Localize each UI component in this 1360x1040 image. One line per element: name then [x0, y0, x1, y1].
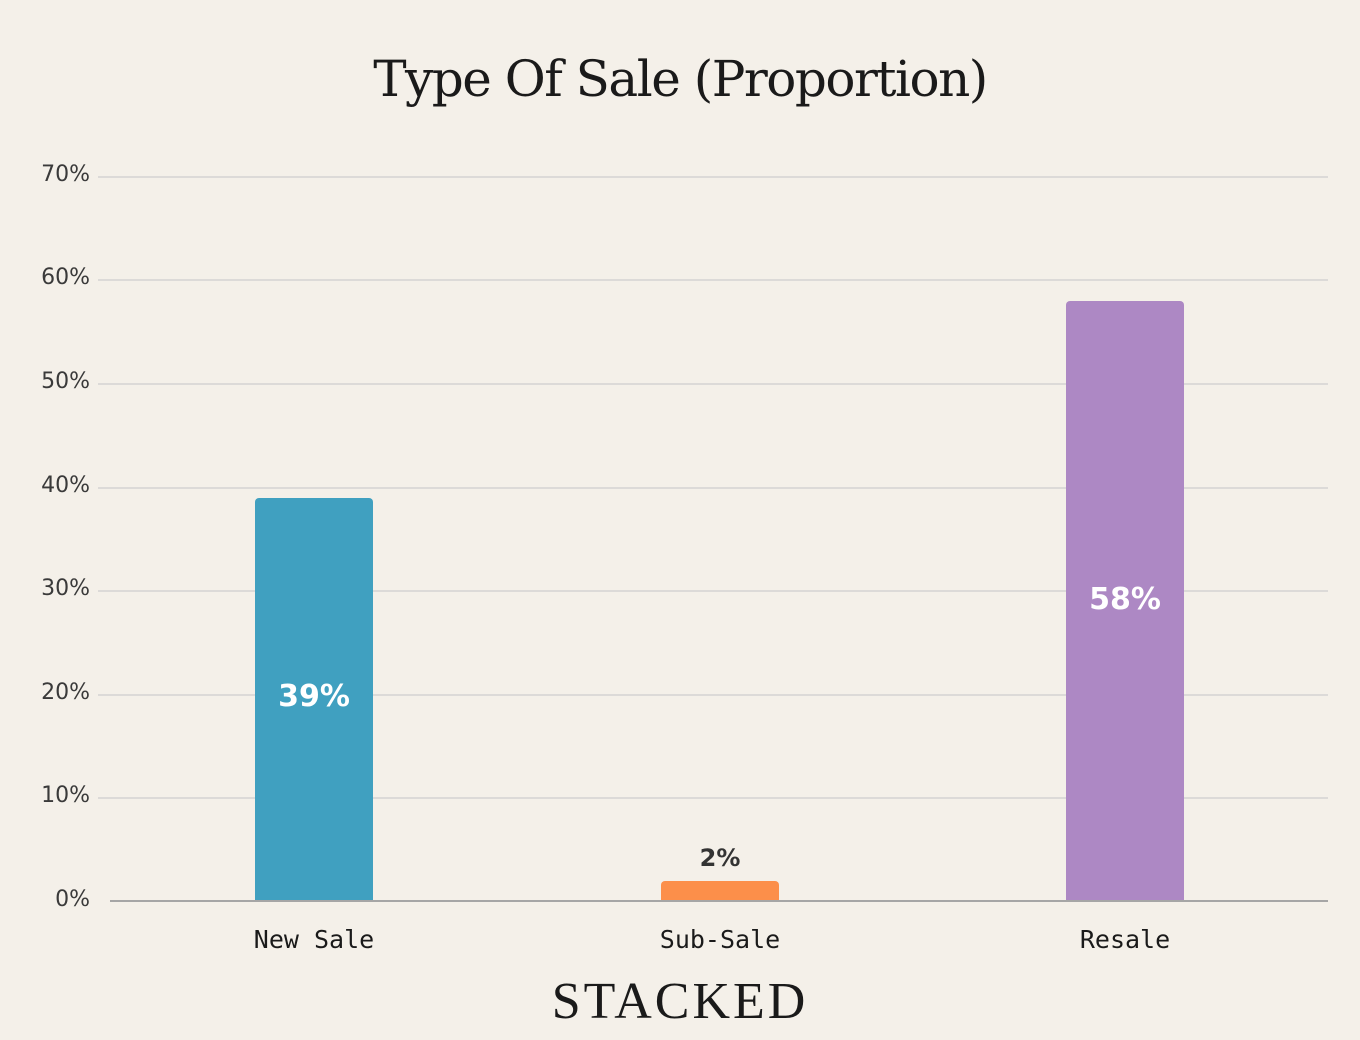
- brand-logo: STACKED: [551, 973, 809, 1030]
- x-tick-label: Sub-Sale: [659, 925, 781, 954]
- x-tick-label: Resale: [1079, 925, 1171, 954]
- bar-resale: 58%: [1066, 301, 1184, 901]
- y-tick-label: 20%: [41, 680, 90, 705]
- gridline-50: [98, 383, 1328, 385]
- bar-value-label: 2%: [699, 844, 741, 872]
- y-tick-label: 60%: [41, 265, 90, 290]
- gridline-70: [98, 176, 1328, 178]
- bar-new-sale: 39%: [255, 498, 373, 901]
- gridline-30: [98, 590, 1328, 592]
- chart-title: Type Of Sale (Proportion): [373, 50, 988, 108]
- gridline-10: [98, 797, 1328, 799]
- y-tick-label: 30%: [41, 576, 90, 601]
- x-tick-label: New Sale: [253, 925, 375, 954]
- y-tick-label: 70%: [41, 162, 90, 187]
- bar-value-label: 58%: [1089, 582, 1161, 617]
- gridline-60: [98, 279, 1328, 281]
- x-axis-line: [110, 900, 1328, 902]
- y-tick-label: 50%: [41, 369, 90, 394]
- bar-sub-sale: [661, 881, 779, 901]
- bar-value-label: 39%: [278, 679, 350, 714]
- y-tick-label: 10%: [41, 783, 90, 808]
- gridline-20: [98, 694, 1328, 696]
- y-tick-label: 40%: [41, 473, 90, 498]
- y-tick-label: 0%: [55, 887, 90, 912]
- gridline-40: [98, 487, 1328, 489]
